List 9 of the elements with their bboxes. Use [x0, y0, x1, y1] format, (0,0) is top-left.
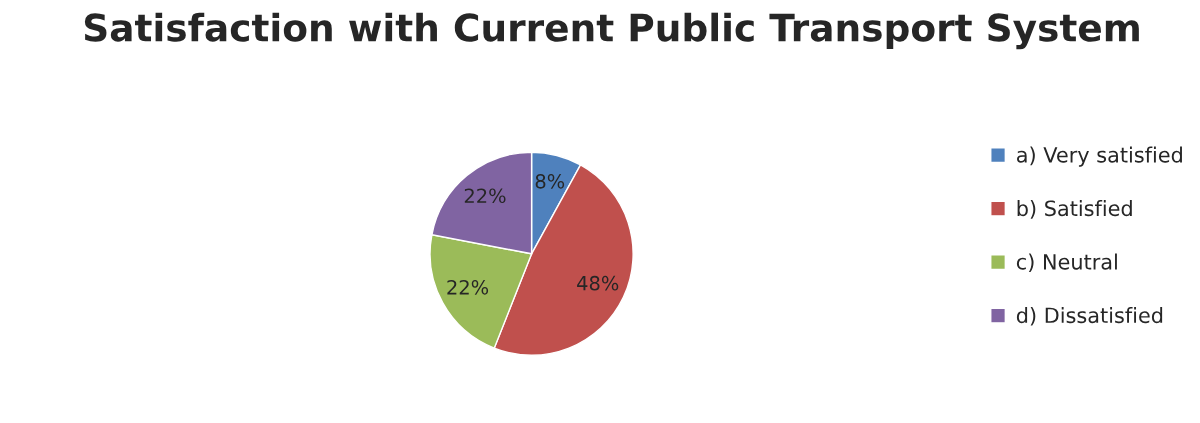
data-label: 22% [464, 188, 506, 204]
data-label: 22% [447, 279, 489, 295]
chart-title: Satisfaction with Current Public Transport System [84, 12, 1139, 50]
legend-label: c) Neutral [1016, 253, 1117, 273]
legend-label: d) Dissatisfied [1016, 307, 1163, 326]
legend-label: b) Satisfied [1017, 200, 1132, 219]
legend-label: a) Very satisfied [1017, 146, 1182, 167]
data-label: 48% [577, 275, 619, 291]
data-label: 8% [535, 173, 565, 189]
